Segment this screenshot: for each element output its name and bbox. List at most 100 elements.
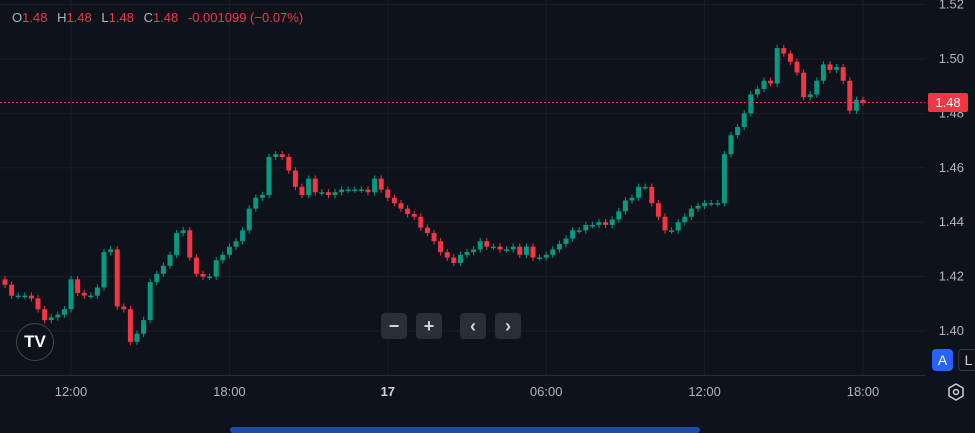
candle-body [662, 216, 668, 231]
candle-body [61, 309, 67, 315]
scroll-left-button[interactable]: ‹ [460, 313, 486, 339]
candle-body [226, 246, 232, 255]
y-tick-label: 1.40 [939, 323, 964, 338]
candle-body [180, 230, 186, 234]
candle-body [768, 80, 774, 84]
candle-body [101, 252, 107, 288]
candle-body [563, 238, 569, 244]
candle-body [629, 197, 635, 201]
candle-body [319, 192, 325, 194]
change-value: -0.001099 (−0.07%) [187, 10, 304, 25]
candle-body [801, 72, 807, 98]
candle-body [702, 203, 708, 206]
candle-body [457, 254, 463, 263]
candle-body [497, 246, 503, 250]
candle-body [15, 295, 21, 298]
candle-body [94, 287, 100, 296]
candle-body [48, 317, 54, 321]
candle-body [477, 241, 483, 250]
candle-body [273, 154, 279, 157]
candle-body [28, 295, 34, 299]
candle-body [292, 170, 298, 187]
candle-body [728, 135, 734, 155]
candle-body [147, 282, 153, 321]
candle-body [246, 208, 252, 231]
candle-body [279, 154, 285, 157]
candle-body [642, 186, 648, 189]
candle-body [576, 230, 582, 232]
zoom-out-button[interactable]: − [381, 313, 407, 339]
candle-body [160, 265, 166, 274]
auto-scale-button[interactable]: A [932, 349, 953, 371]
candle-body [299, 186, 305, 195]
candle-body [352, 189, 358, 192]
candle-body [847, 80, 853, 111]
log-scale-button[interactable]: L [958, 349, 975, 371]
candle-body [715, 203, 721, 205]
x-tick-label: 18:00 [213, 384, 246, 399]
candle-body [345, 189, 351, 192]
candle-body [339, 189, 345, 193]
candle-body [609, 219, 615, 225]
candle-body [200, 273, 206, 277]
candle-body [266, 156, 272, 195]
candle-body [708, 203, 714, 205]
settings-gear-icon[interactable] [946, 382, 966, 402]
candle-body [253, 197, 259, 209]
candle-body [55, 314, 61, 318]
low-label: L [101, 10, 109, 25]
candle-body [385, 189, 391, 198]
candle-body [233, 241, 239, 247]
candle-body [543, 254, 549, 258]
candle-body [35, 298, 41, 310]
candle-body [68, 279, 74, 310]
tradingview-logo[interactable]: TV [16, 323, 54, 361]
candle-body [794, 61, 800, 73]
candle-body [754, 88, 760, 95]
candle-body [358, 189, 364, 192]
candle-body [22, 295, 28, 298]
candle-body [174, 233, 180, 255]
candle-body [537, 257, 543, 260]
close-value: 1.48 [152, 10, 179, 25]
candle-body [306, 178, 312, 195]
zoom-in-button[interactable]: + [416, 313, 442, 339]
candle-body [622, 200, 628, 212]
candle-body [484, 241, 490, 247]
candle-body [781, 48, 787, 54]
candle-body [75, 279, 81, 293]
y-tick-label: 1.42 [939, 269, 964, 284]
x-tick-label: 18:00 [847, 384, 880, 399]
candle-body [840, 67, 846, 81]
y-tick-label: 1.46 [939, 160, 964, 175]
candle-body [464, 252, 470, 255]
candle-body [787, 53, 793, 62]
candle-body [9, 284, 15, 296]
candle-body [504, 249, 510, 251]
scroll-right-button[interactable]: › [495, 313, 521, 339]
candle-body [259, 195, 265, 198]
candle-body [134, 333, 140, 342]
candle-body [774, 48, 780, 84]
candle-body [853, 99, 859, 111]
x-tick-label: 17 [381, 384, 395, 399]
candle-body [596, 222, 602, 225]
candle-body [88, 295, 94, 298]
candle-body [378, 178, 384, 190]
candle-body [649, 186, 655, 204]
ohlc-legend: O1.48 H1.48 L1.48 C1.48 -0.001099 (−0.07… [12, 10, 309, 25]
candle-body [721, 154, 727, 204]
y-tick-label: 1.44 [939, 214, 964, 229]
candle-body [114, 249, 120, 307]
candle-body [411, 214, 417, 217]
candle-body [108, 249, 114, 253]
time-scrollbar[interactable] [230, 427, 700, 433]
candle-body [398, 203, 404, 209]
candle-body [431, 233, 437, 242]
candle-body [220, 254, 226, 261]
candle-body [589, 224, 595, 227]
candle-body [167, 254, 173, 266]
candle-body [748, 94, 754, 114]
high-label: H [57, 10, 67, 25]
